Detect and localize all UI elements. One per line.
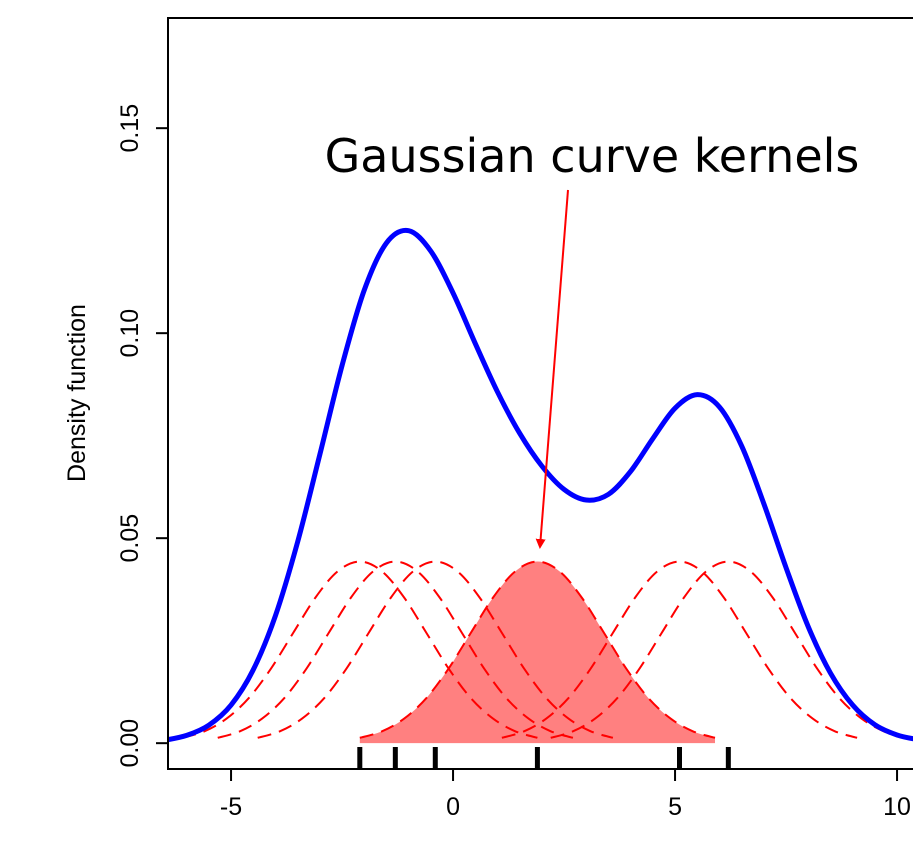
plot-frame xyxy=(167,17,913,770)
x-tick-label: 5 xyxy=(668,793,682,821)
x-tick-label: -5 xyxy=(220,793,242,821)
density-curve xyxy=(168,227,913,743)
x-tick-label: 10 xyxy=(883,793,911,821)
annotation-arrow xyxy=(535,189,569,549)
y-tick-label: 0.10 xyxy=(116,309,144,358)
y-tick-label: 0.00 xyxy=(116,719,144,768)
x-tick-label: 0 xyxy=(446,793,460,821)
annotation: Gaussian curve kernels xyxy=(325,129,860,183)
y-tick-label: 0.15 xyxy=(116,104,144,153)
kernel-curve xyxy=(217,560,574,739)
kernel-curve xyxy=(359,560,716,739)
y-axis-label: Density function xyxy=(63,304,91,482)
y-tick-label: 0.05 xyxy=(116,514,144,563)
kernel-curve xyxy=(181,560,538,739)
kernel-curve xyxy=(257,560,614,739)
kernel-fill xyxy=(359,561,716,744)
plot-area xyxy=(168,227,913,769)
kernel-curve xyxy=(501,560,858,739)
kernel-curve xyxy=(550,560,907,739)
